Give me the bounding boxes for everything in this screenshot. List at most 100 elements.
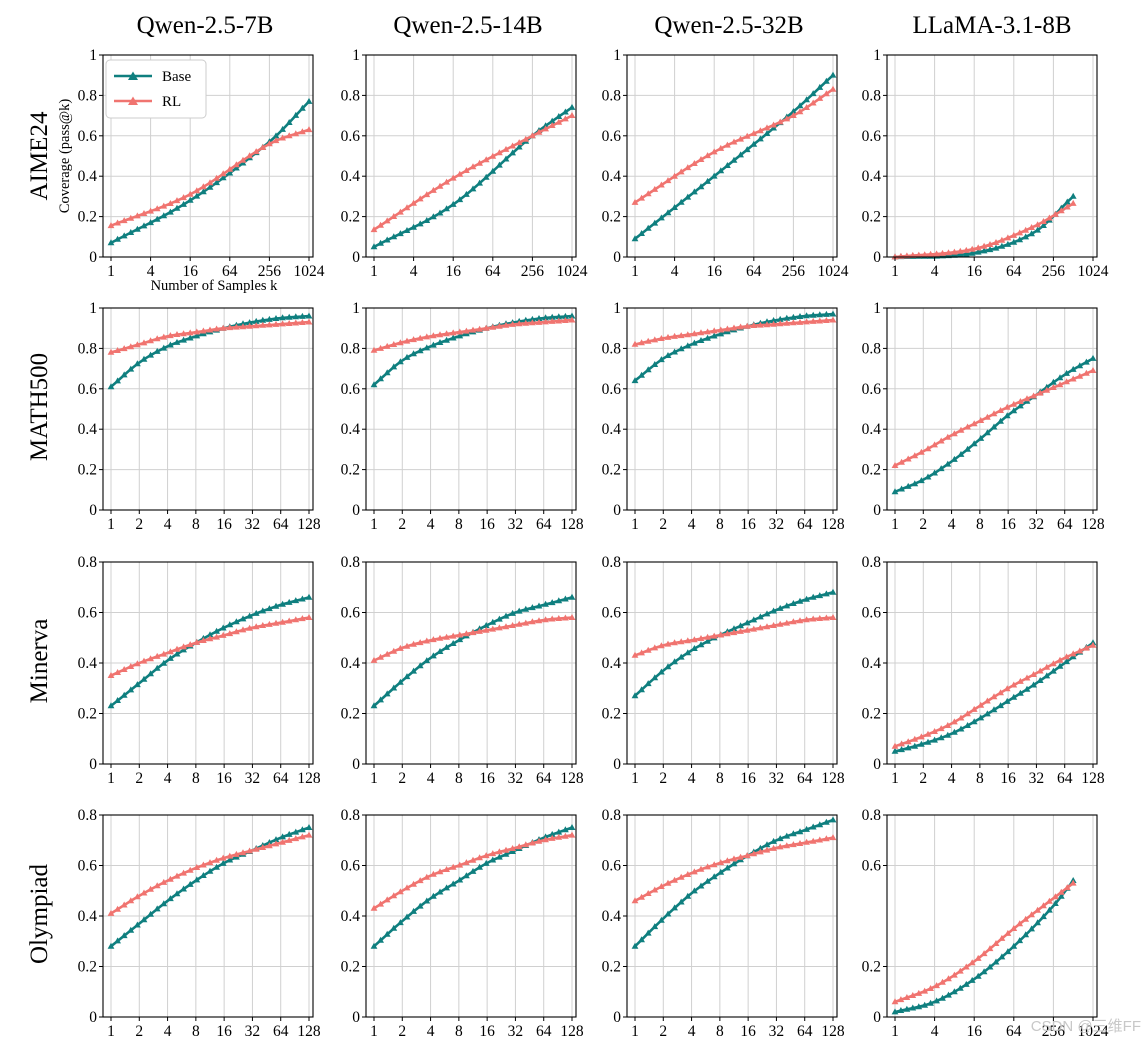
series-marker-base xyxy=(213,627,220,634)
series-marker-rl xyxy=(226,630,234,637)
series-marker-base xyxy=(134,360,141,367)
series-marker-rl xyxy=(522,135,530,142)
series-marker-base xyxy=(423,897,431,904)
series-marker-base xyxy=(213,863,220,870)
series-marker-base xyxy=(951,988,958,995)
series-marker-rl xyxy=(664,333,672,340)
series-marker-rl xyxy=(403,204,411,211)
series-marker-base xyxy=(416,347,424,354)
series-marker-base xyxy=(377,239,384,246)
series-marker-base xyxy=(671,348,678,355)
series-marker-rl xyxy=(120,901,128,908)
series-marker-base xyxy=(664,663,672,670)
series-marker-base xyxy=(671,204,678,210)
series-marker-base xyxy=(562,826,569,833)
series-marker-rl xyxy=(173,872,181,879)
series-marker-rl xyxy=(548,122,556,128)
series-marker-base xyxy=(548,117,556,124)
x-tick-label: 1 xyxy=(370,770,378,787)
series-marker-rl xyxy=(515,843,523,850)
series-marker-base xyxy=(568,312,576,319)
series-marker-rl xyxy=(542,318,549,325)
series-marker-base xyxy=(684,649,692,656)
y-tick-label: 0.2 xyxy=(602,462,621,479)
series-marker-rl xyxy=(456,328,464,335)
series-marker-rl xyxy=(737,323,744,330)
series-marker-base xyxy=(449,200,457,207)
y-tick-label: 0.2 xyxy=(862,209,881,226)
series-marker-rl xyxy=(535,837,543,844)
series-marker-base xyxy=(730,860,738,867)
series-marker-rl xyxy=(562,832,569,839)
series-marker-base xyxy=(1017,402,1024,409)
x-tick-label: 64 xyxy=(536,1023,552,1040)
series-marker-rl xyxy=(515,620,523,627)
series-marker-rl xyxy=(757,624,764,631)
x-tick-label: 2 xyxy=(659,770,667,787)
series-marker-rl xyxy=(1050,660,1057,667)
series-marker-base xyxy=(489,618,497,625)
series-marker-base xyxy=(397,919,404,926)
y-tick-label: 0 xyxy=(352,756,360,773)
series-marker-base xyxy=(430,213,437,220)
series-marker-base xyxy=(416,662,424,669)
series-marker-rl xyxy=(770,320,777,327)
series-marker-base xyxy=(944,460,952,467)
x-tick-label: 2 xyxy=(919,516,927,533)
series-marker-rl xyxy=(423,637,431,644)
x-tick-label: 32 xyxy=(1029,516,1045,533)
series-marker-rl xyxy=(127,897,135,904)
series-line-rl xyxy=(373,616,573,662)
series-marker-rl xyxy=(980,950,988,957)
series-marker-base xyxy=(927,999,934,1006)
series-marker-base xyxy=(724,864,731,871)
series-marker-rl xyxy=(770,622,777,628)
col-title-llama-8b: LLaMA-3.1-8B xyxy=(913,12,1072,39)
series-marker-base xyxy=(562,312,569,319)
x-tick-label: 64 xyxy=(485,263,501,280)
series-marker-base xyxy=(704,637,711,644)
series-marker-base xyxy=(463,190,470,197)
series-marker-base xyxy=(717,868,725,875)
series-marker-rl xyxy=(644,646,652,653)
series-marker-base xyxy=(968,976,976,983)
x-tick-label: 64 xyxy=(797,1023,813,1040)
series-marker-rl xyxy=(1063,203,1071,210)
series-marker-rl xyxy=(160,333,168,340)
series-marker-base xyxy=(990,423,998,430)
series-marker-rl xyxy=(496,848,503,855)
series-marker-base xyxy=(776,315,784,322)
series-marker-rl xyxy=(803,104,810,110)
series-marker-rl xyxy=(651,644,659,651)
x-tick-label: 4 xyxy=(427,1023,435,1040)
series-marker-base xyxy=(803,825,810,832)
series-marker-base xyxy=(272,602,280,609)
series-marker-rl xyxy=(931,441,938,448)
series-marker-base xyxy=(127,229,135,235)
series-marker-rl xyxy=(279,838,286,845)
x-tick-label: 4 xyxy=(931,1023,939,1040)
series-marker-base xyxy=(998,242,1006,249)
series-marker-rl xyxy=(449,174,457,181)
x-tick-label: 16 xyxy=(479,770,495,787)
series-marker-base xyxy=(823,818,830,825)
series-marker-rl xyxy=(998,236,1006,243)
series-marker-base xyxy=(921,1001,929,1008)
series-marker-base xyxy=(980,247,988,254)
series-marker-rl xyxy=(299,128,306,135)
series-marker-rl xyxy=(443,866,450,872)
series-marker-base xyxy=(226,856,234,863)
y-tick-label: 0.6 xyxy=(341,128,361,145)
series-marker-base xyxy=(114,697,121,703)
series-marker-base xyxy=(984,429,991,436)
y-tick-label: 0.6 xyxy=(78,128,98,145)
series-marker-base xyxy=(252,317,260,324)
y-tick-label: 0.4 xyxy=(862,655,882,672)
series-marker-base xyxy=(891,488,899,495)
series-marker-base xyxy=(776,604,784,611)
series-marker-rl xyxy=(153,335,161,342)
series-marker-base xyxy=(1083,358,1090,365)
series-marker-base xyxy=(390,363,398,370)
series-marker-base xyxy=(167,895,174,902)
